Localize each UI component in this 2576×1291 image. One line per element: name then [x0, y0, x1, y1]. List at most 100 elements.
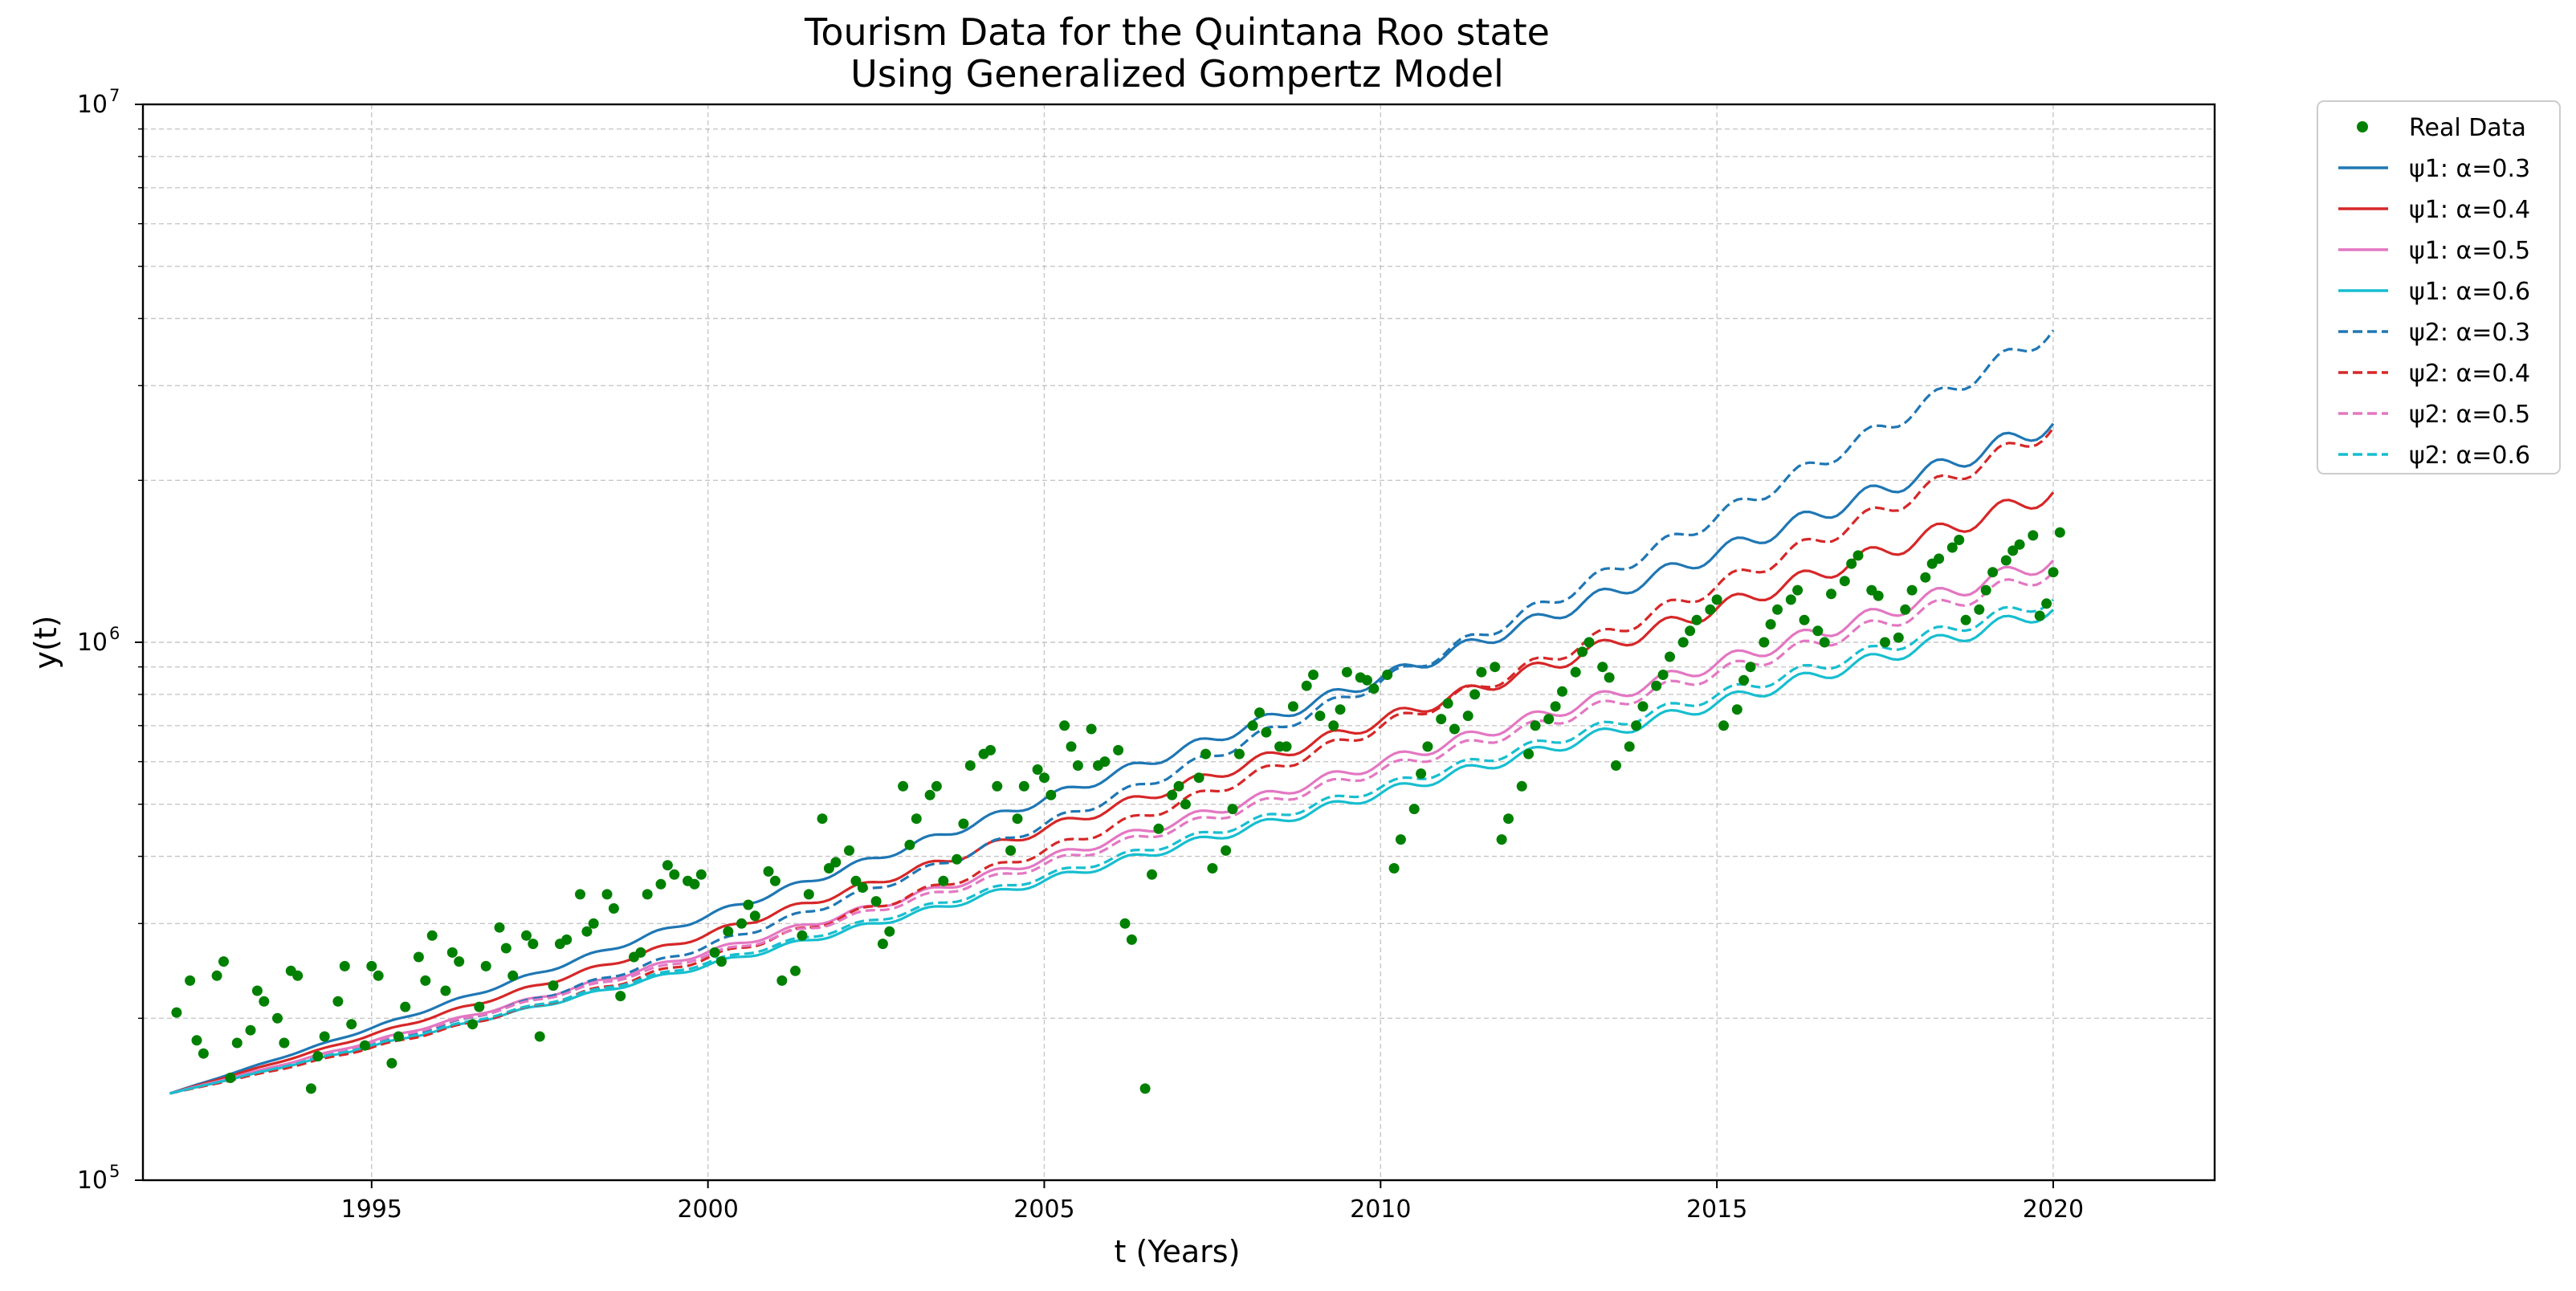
data-point: [1772, 604, 1783, 615]
data-point: [857, 882, 868, 893]
data-point: [736, 918, 747, 929]
data-point: [877, 939, 888, 950]
data-point: [454, 956, 465, 967]
legend-label-3: ψ1: α=0.5: [2409, 237, 2530, 265]
data-point: [1119, 918, 1131, 929]
data-point: [1469, 689, 1481, 700]
legend-label-8: ψ2: α=0.6: [2409, 442, 2530, 470]
data-point: [1200, 748, 1211, 760]
y-tick-label: 10: [77, 629, 108, 657]
data-point: [803, 889, 814, 900]
data-point: [1819, 637, 1830, 648]
series-line-8: [169, 598, 2055, 1095]
data-point: [1530, 720, 1541, 731]
data-point: [1624, 741, 1635, 752]
data-point: [1221, 845, 1232, 856]
data-point: [1987, 567, 1999, 578]
data-point: [635, 947, 646, 958]
data-point: [1126, 934, 1137, 945]
data-point: [231, 1037, 243, 1049]
x-axis: 1995 2000 2005 2010 2015 2020: [341, 1180, 2084, 1224]
data-point: [1745, 662, 1756, 673]
data-point: [1496, 834, 1507, 845]
data-point: [830, 857, 842, 868]
data-point: [500, 943, 512, 954]
data-point: [776, 975, 788, 986]
data-point: [2054, 527, 2065, 538]
data-point: [467, 1019, 478, 1030]
data-point: [292, 970, 304, 981]
data-point: [797, 930, 808, 941]
data-point: [850, 875, 862, 886]
data-point: [446, 947, 458, 958]
data-point: [763, 865, 774, 877]
data-point: [548, 980, 559, 992]
data-point: [870, 896, 882, 907]
data-point: [823, 863, 834, 874]
data-point: [749, 910, 760, 922]
data-point: [2007, 545, 2019, 556]
data-point: [1718, 720, 1729, 731]
data-point: [1254, 707, 1265, 719]
data-point: [1018, 780, 1029, 792]
data-point: [1523, 748, 1535, 760]
data-point: [1086, 723, 1097, 735]
data-point: [723, 926, 734, 937]
data-point: [1233, 748, 1245, 760]
data-point: [1072, 760, 1083, 771]
legend-label-1: ψ1: α=0.3: [2409, 155, 2530, 183]
data-point: [1207, 863, 1218, 874]
data-point: [1153, 823, 1164, 834]
data-point: [1442, 698, 1453, 709]
data-point: [2034, 610, 2045, 621]
data-point: [1173, 780, 1184, 792]
data-point: [1611, 760, 1621, 771]
data-point: [1490, 662, 1501, 673]
data-point: [1691, 614, 1702, 625]
data-point: [1677, 637, 1689, 648]
data-point: [1139, 1083, 1151, 1094]
data-point: [1416, 768, 1427, 780]
data-point: [1388, 863, 1400, 874]
data-point: [373, 970, 384, 981]
data-point: [924, 789, 935, 800]
data-point: [669, 869, 680, 880]
x-tick-label: 2015: [1686, 1195, 1747, 1224]
data-point: [1920, 572, 1931, 583]
data-point: [1584, 637, 1595, 648]
legend-label-4: ψ1: α=0.6: [2409, 278, 2530, 306]
data-point: [1792, 584, 1804, 596]
data-point: [588, 918, 599, 929]
data-point: [1597, 662, 1608, 673]
data-point: [171, 1007, 182, 1018]
series-line-1: [169, 422, 2055, 1095]
data-point: [1543, 714, 1555, 725]
data-point: [1382, 670, 1393, 680]
data-point: [211, 970, 222, 981]
data-point: [1631, 720, 1642, 731]
data-point: [1651, 680, 1662, 691]
series-line-7: [169, 571, 2055, 1095]
legend-marker-real-data: [2357, 121, 2368, 132]
data-point: [400, 1001, 411, 1012]
data-point: [2028, 530, 2039, 541]
y-tick-exponent: 6: [109, 624, 120, 643]
data-point: [1853, 550, 1864, 561]
data-point: [1039, 772, 1050, 784]
data-point: [1880, 637, 1890, 648]
data-point: [655, 878, 666, 890]
legend-box: [2317, 100, 2561, 474]
data-point: [1570, 666, 1581, 678]
data-point: [1261, 727, 1272, 738]
data-point: [1731, 704, 1742, 715]
data-point: [1368, 683, 1380, 694]
data-point: [259, 996, 270, 1007]
x-tick-label: 1995: [341, 1195, 402, 1224]
data-point: [359, 1040, 370, 1051]
data-point: [964, 760, 976, 771]
y-tick-label: 10: [77, 1167, 108, 1195]
data-point: [1846, 558, 1857, 569]
data-point: [769, 875, 781, 886]
data-point: [1839, 576, 1850, 587]
data-point: [931, 780, 942, 792]
